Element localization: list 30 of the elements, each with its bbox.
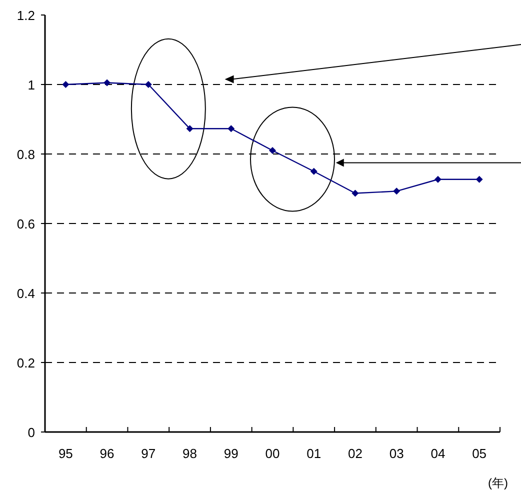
y-tick-label: 0 <box>28 425 35 440</box>
x-tick-label: 04 <box>430 446 446 461</box>
x-tick-label: 97 <box>141 446 156 461</box>
point <box>144 81 152 88</box>
point <box>104 79 111 86</box>
x-axis-title: (年) <box>488 476 508 490</box>
y-tick-label: 0.2 <box>16 356 35 370</box>
x-tick-label: 00 <box>265 446 280 461</box>
x-tick-label: 96 <box>100 446 114 461</box>
y-tick-label: 1 <box>28 78 35 92</box>
x-tick-label: 95 <box>58 446 73 461</box>
point <box>310 168 318 175</box>
y-tick-label: 1.2 <box>16 8 35 23</box>
point <box>352 190 359 197</box>
point <box>434 176 442 183</box>
x-tick-label: 05 <box>472 446 487 461</box>
y-tick-label: 0.8 <box>16 147 35 162</box>
x-tick-label: 03 <box>389 446 404 461</box>
x-tick-label: 01 <box>306 446 322 461</box>
point <box>393 188 400 195</box>
y-tick-label: 0.6 <box>16 216 35 232</box>
y-tick-label: 0.4 <box>16 286 35 301</box>
point <box>186 125 194 132</box>
x-tick-label: 98 <box>182 446 198 461</box>
point <box>269 147 276 154</box>
x-tick-label: 99 <box>224 446 238 461</box>
x-tick-label: 02 <box>348 446 362 461</box>
point <box>228 125 235 132</box>
point <box>476 176 483 183</box>
point <box>62 81 70 88</box>
